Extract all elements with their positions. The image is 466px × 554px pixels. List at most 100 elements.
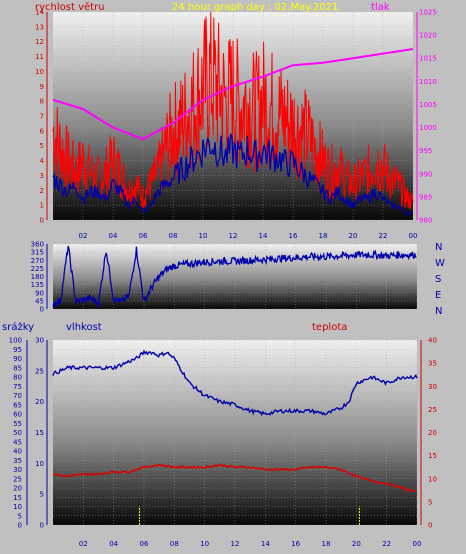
compass-label-n-top: N <box>435 242 442 253</box>
wind-direction-line <box>52 245 417 308</box>
rain-tick-label: 40 <box>13 448 22 456</box>
panel1-left-tick-label: 1 <box>40 202 44 210</box>
panel1-right-tick-label: 985 <box>419 193 432 201</box>
x-tick-label-bottom: 00 <box>413 540 422 548</box>
compass-label-w: W <box>435 258 445 269</box>
rain-tick-label: 50 <box>13 429 22 437</box>
temperature-tick-label: 35 <box>428 360 437 368</box>
rain-tick-label: 15 <box>13 494 22 502</box>
panel2-tick-label: 135 <box>31 281 44 289</box>
panel2-tick-label: 270 <box>31 257 44 265</box>
x-tick-label: 06 <box>139 232 148 240</box>
humidity-label: vlhkost <box>66 322 102 333</box>
panel2-tick-label: 360 <box>31 241 44 249</box>
panel1-left-tick-label: 10 <box>35 68 44 76</box>
humidity-line <box>52 349 418 417</box>
rain-tick-label: 5 <box>18 512 22 520</box>
x-tick-label-bottom: 20 <box>352 540 361 548</box>
temperature-line <box>52 463 416 493</box>
panel1-right-tick-label: 1020 <box>419 32 437 40</box>
x-tick-label: 08 <box>169 232 178 240</box>
humidity-tick-label: 5 <box>40 491 44 499</box>
wind-gust-line <box>52 11 414 210</box>
rain-tick-label: 35 <box>13 457 22 465</box>
compass-label-s: S <box>435 274 441 285</box>
panel1-left-tick-label: 6 <box>40 127 45 135</box>
rain-tick-label: 85 <box>13 364 22 372</box>
rain-tick-label: 10 <box>13 503 22 511</box>
x-tick-label-bottom: 16 <box>291 540 300 548</box>
panel2-tick-label: 0 <box>40 306 44 314</box>
rain-tick-label: 100 <box>9 337 22 345</box>
rain-tick-label: 55 <box>13 420 22 428</box>
x-tick-label-bottom: 08 <box>170 540 179 548</box>
rain-tick-label: 45 <box>13 438 22 446</box>
rain-tick-label: 80 <box>13 374 22 382</box>
panel1-left-tick-label: 12 <box>35 38 44 46</box>
temperature-tick-label: 25 <box>428 406 437 414</box>
x-tick-label: 02 <box>79 232 88 240</box>
x-tick-label-bottom: 14 <box>261 540 270 548</box>
rain-tick-label: 65 <box>13 401 22 409</box>
rain-tick-label: 95 <box>13 346 22 354</box>
panel1-left-tick-label: 14 <box>35 9 44 17</box>
pressure-label: tlak <box>371 2 390 13</box>
x-tick-label-bottom: 02 <box>79 540 88 548</box>
humidity-tick-label: 30 <box>35 337 44 345</box>
humidity-tick-label: 15 <box>35 429 44 437</box>
x-tick-label-bottom: 12 <box>231 540 240 548</box>
rain-tick-label: 75 <box>13 383 22 391</box>
x-tick-label: 04 <box>109 232 118 240</box>
panel1-left-tick-label: 13 <box>35 23 44 31</box>
panel2-tick-label: 180 <box>31 273 44 281</box>
compass-label-n-bottom: N <box>435 306 442 317</box>
humidity-tick-label: 20 <box>35 398 44 406</box>
x-tick-label: 12 <box>229 232 238 240</box>
humidity-tick-label: 25 <box>35 367 44 375</box>
panel2-tick-label: 225 <box>31 265 44 273</box>
x-tick-label-bottom: 10 <box>200 540 209 548</box>
temperature-tick-label: 15 <box>428 452 437 460</box>
panel1-left-tick-label: 7 <box>40 113 44 121</box>
humidity-tick-label: 10 <box>35 460 44 468</box>
x-tick-label-bottom: 06 <box>140 540 149 548</box>
x-tick-label-bottom: 04 <box>109 540 118 548</box>
panel1-left-tick-label: 11 <box>35 53 44 61</box>
panel1-right-tick-label: 1010 <box>419 78 437 86</box>
panel1-left-tick-label: 3 <box>40 172 44 180</box>
panel2-tick-label: 45 <box>35 297 44 305</box>
wind-speed-label: rychlost větru <box>35 1 105 13</box>
wind-average-line <box>52 133 414 216</box>
panel1-right-tick-label: 1015 <box>419 55 437 63</box>
x-tick-label-bottom: 18 <box>322 540 331 548</box>
x-tick-label-bottom: 22 <box>382 540 391 548</box>
x-tick-label: 00 <box>409 232 418 240</box>
x-tick-label: 20 <box>349 232 358 240</box>
rain-label: srážky <box>2 321 34 333</box>
x-tick-label: 14 <box>259 232 268 240</box>
rain-tick-label: 60 <box>13 411 22 419</box>
x-tick-label: 16 <box>289 232 298 240</box>
temperature-tick-label: 0 <box>428 522 432 530</box>
panel1-left-tick-label: 5 <box>40 142 44 150</box>
panel2-tick-label: 90 <box>35 289 44 297</box>
rain-tick-label: 25 <box>13 475 22 483</box>
panel1-right-tick-label: 1025 <box>419 9 437 17</box>
panel1-right-tick-label: 1000 <box>419 124 437 132</box>
x-tick-label: 18 <box>319 232 328 240</box>
panel1-right-tick-label: 995 <box>419 147 432 155</box>
rain-tick-label: 70 <box>13 392 22 400</box>
temperature-tick-label: 10 <box>428 475 437 483</box>
panel1-right-tick-label: 980 <box>419 217 432 225</box>
panel2-tick-label: 315 <box>31 249 44 257</box>
rain-tick-label: 20 <box>13 485 22 493</box>
temperature-tick-label: 20 <box>428 429 437 437</box>
temperature-tick-label: 5 <box>428 498 432 506</box>
panel1-left-tick-label: 9 <box>40 83 44 91</box>
rain-tick-label: 90 <box>13 355 22 363</box>
x-tick-label: 22 <box>379 232 388 240</box>
panel1-right-tick-label: 990 <box>419 170 432 178</box>
rain-tick-label: 30 <box>13 466 22 474</box>
